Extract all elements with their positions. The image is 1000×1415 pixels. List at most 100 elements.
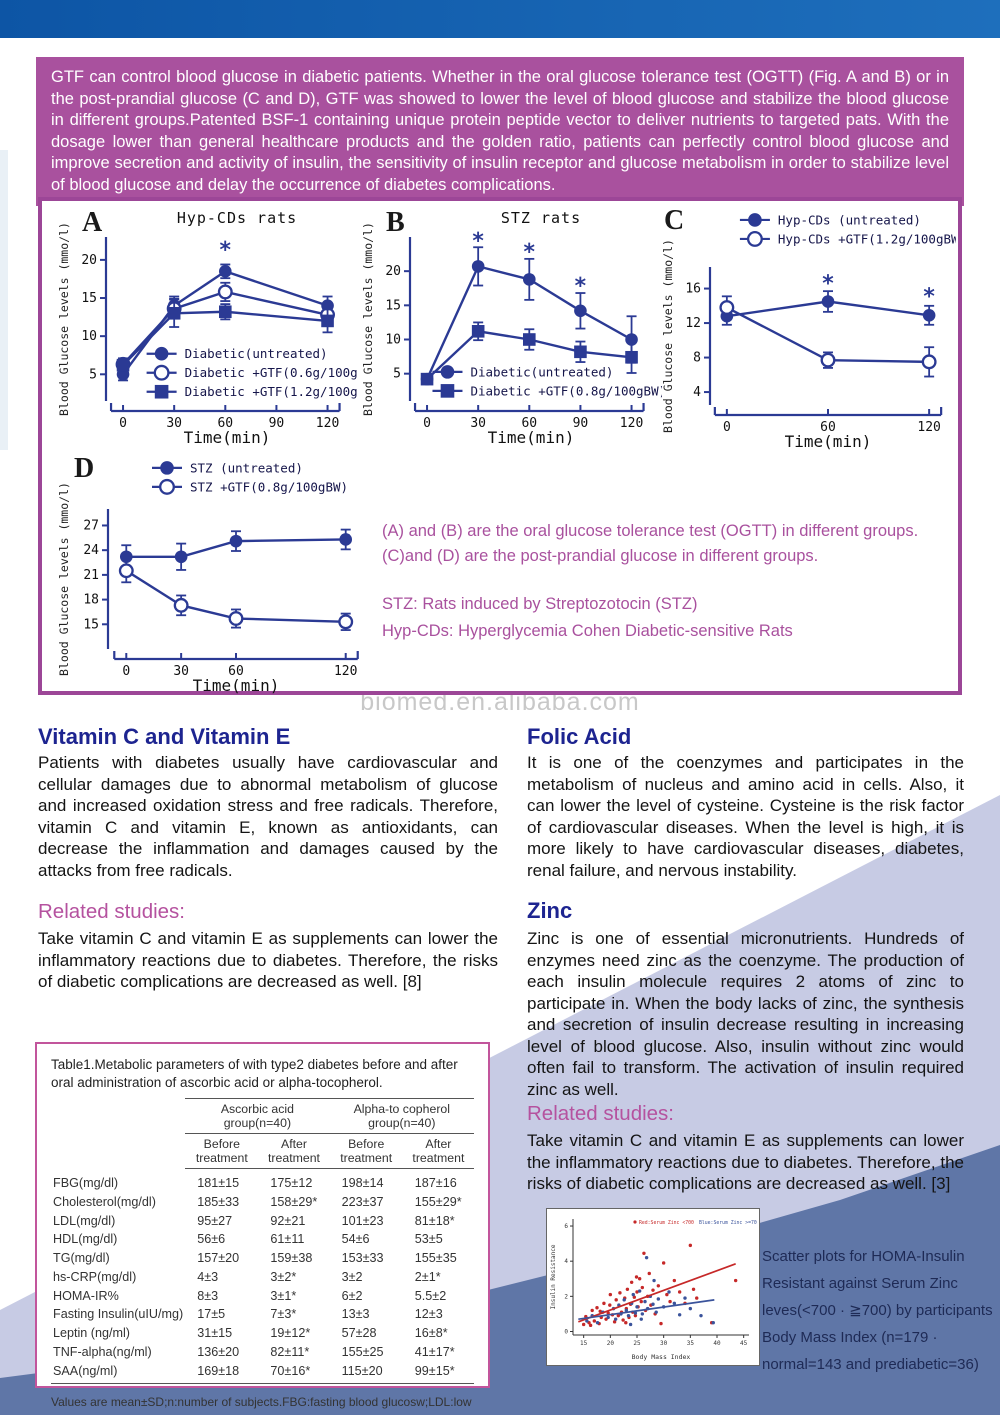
svg-text:10: 10 xyxy=(81,329,97,344)
svg-text:30: 30 xyxy=(173,664,189,679)
table-row: TG(mg/dl) 157±20 159±38 153±33 155±35 xyxy=(53,1251,457,1266)
svg-text:24: 24 xyxy=(83,543,99,558)
svg-text:20: 20 xyxy=(385,264,401,279)
table-row: Fasting Insulin(uIU/mg) 17±5 7±3* 13±3 12±3 xyxy=(53,1307,443,1322)
svg-text:60: 60 xyxy=(521,416,537,431)
line-chart-d-svg: D 15 18 21 24 27 Blood Glucose levels (mmo/l) 0… xyxy=(57,453,359,695)
sub-header-2: After treatment xyxy=(258,1133,330,1169)
svg-text:5: 5 xyxy=(89,367,97,382)
svg-text:0: 0 xyxy=(122,664,130,679)
svg-text:Diabetic(untreated): Diabetic(untreated) xyxy=(185,346,328,361)
table-row: HDL(mg/dl) 56±6 61±11 54±6 53±5 xyxy=(53,1232,443,1247)
table-row: Cholesterol(mg/dl) 185±33 158±29* 223±37 155… xyxy=(53,1194,462,1209)
svg-text:12: 12 xyxy=(685,316,701,331)
table-group-header-row: Ascorbic acid group(n=40) Alpha-to cophe… xyxy=(51,1098,474,1134)
sub-header-4: After treatment xyxy=(402,1133,474,1169)
svg-text:Hyp-CDs rats: Hyp-CDs rats xyxy=(177,209,297,227)
sub-header-3: Before treatment xyxy=(329,1133,403,1169)
table-footnote: Values are mean±SD;n:number of subjects.… xyxy=(51,1394,472,1415)
svg-text:6: 6 xyxy=(564,1223,568,1230)
svg-text:A: A xyxy=(82,207,103,238)
figure-note-line4: Hyp-CDs: Hyperglycemia Cohen Diabetic-se… xyxy=(382,622,793,640)
group-header-ascorbic: Ascorbic acid group(n=40) xyxy=(185,1098,330,1134)
svg-text:C: C xyxy=(664,205,684,236)
svg-text:Red:Serum Zinc <700: Red:Serum Zinc <700 xyxy=(639,1220,694,1226)
figure-note-line2: (C)and (D) are the post-prandial glucose… xyxy=(382,547,819,565)
intro-banner: GTF can control blood glucose in diabeti… xyxy=(36,57,964,206)
svg-text:Time(min): Time(min) xyxy=(785,432,872,451)
table-row: Leptin (ng/ml) 31±15 19±12* 57±28 16±8* xyxy=(53,1326,448,1341)
table-title: Table1.Metabolic parameters of with type… xyxy=(51,1057,458,1090)
table-row: SAA(ng/ml) 169±18 70±16* 115±20 99±15* xyxy=(51,1361,474,1384)
svg-text:30: 30 xyxy=(660,1340,668,1347)
sub-header-1: Before treatment xyxy=(185,1133,259,1169)
svg-text:90: 90 xyxy=(573,416,589,431)
chart-d: D 15 18 21 24 27 Blood Glucose levels (mmo/l) 0… xyxy=(56,451,376,700)
chart-c: C 4 8 12 16 Blood Glucose levels (mmo/l) 0 60 12… xyxy=(660,203,966,456)
folic-paragraph: It is one of the coenzymes and participa… xyxy=(527,753,964,880)
svg-text:4: 4 xyxy=(564,1258,568,1265)
figure-note-ogtt: (A) and (B) are the oral glucose toleran… xyxy=(382,519,952,569)
svg-text:*: * xyxy=(472,229,485,254)
svg-text:60: 60 xyxy=(217,416,233,431)
zinc-related-paragraph: Take vitamin C and vitamin E as suppleme… xyxy=(527,1131,964,1193)
svg-text:Body Mass Index: Body Mass Index xyxy=(632,1353,691,1361)
svg-text:15: 15 xyxy=(83,617,99,632)
svg-text:*: * xyxy=(574,274,587,299)
svg-text:0: 0 xyxy=(423,416,431,431)
vitamin-related-paragraph: Take vitamin C and vitamin E as suppleme… xyxy=(38,929,498,991)
svg-text:Blue:Serum Zinc >=700: Blue:Serum Zinc >=700 xyxy=(699,1220,757,1226)
svg-text:120: 120 xyxy=(917,420,940,435)
table-row: hs-CRP(mg/dl) 4±3 3±2* 3±2 2±1* xyxy=(53,1269,441,1284)
svg-text:40: 40 xyxy=(713,1340,721,1347)
svg-text:16: 16 xyxy=(685,282,701,297)
table-row: HOMA-IR% 8±3 3±1* 6±2 5.5±2 xyxy=(53,1288,447,1303)
svg-text:STZ +GTF(0.8g/100gBW): STZ +GTF(0.8g/100gBW) xyxy=(190,479,348,494)
svg-text:Diabetic(untreated): Diabetic(untreated) xyxy=(470,364,613,379)
table-row: LDL(mg/dl) 95±27 92±21 101±23 81±18* xyxy=(53,1213,455,1228)
svg-text:STZ rats: STZ rats xyxy=(501,209,581,227)
svg-text:D: D xyxy=(74,453,94,484)
svg-text:Blood Glucose levels (mmo/l): Blood Glucose levels (mmo/l) xyxy=(361,222,375,416)
line-chart-b-svg: B STZ rats 5 10 15 20 Blood Glucose levels (mm… xyxy=(361,207,666,447)
figure-note-abbr: STZ: Rats induced by Streptozotocin (STZ… xyxy=(382,591,952,645)
svg-text:10: 10 xyxy=(385,333,401,348)
scatter-plot-box: 0 2 4 6 15 20 25 30 35 40 45 Body Mass Index Insulin… xyxy=(546,1208,760,1366)
svg-text:B: B xyxy=(386,207,405,238)
svg-text:2: 2 xyxy=(564,1293,568,1300)
heading-zinc: Zinc xyxy=(527,898,573,923)
metabolic-table-box: Table1.Metabolic parameters of with type… xyxy=(35,1042,490,1415)
heading-vitamin-related: Related studies: xyxy=(38,900,186,923)
metabolic-table: Ascorbic acid group(n=40) Alpha-to cophe… xyxy=(51,1098,474,1384)
svg-text:21: 21 xyxy=(83,568,99,583)
svg-text:15: 15 xyxy=(385,298,401,313)
table-sub-header-row: Before treatment After treatment Before … xyxy=(51,1133,474,1169)
svg-text:20: 20 xyxy=(607,1340,615,1347)
svg-text:120: 120 xyxy=(316,416,339,431)
svg-text:8: 8 xyxy=(693,351,701,366)
svg-text:18: 18 xyxy=(83,593,99,608)
svg-text:Blood Glucose levels (mmo/l): Blood Glucose levels (mmo/l) xyxy=(57,222,71,416)
svg-text:Diabetic +GTF(0.6g/100gBW): Diabetic +GTF(0.6g/100gBW) xyxy=(185,365,358,380)
svg-text:120: 120 xyxy=(620,416,643,431)
svg-text:90: 90 xyxy=(269,416,285,431)
heading-vitamin: Vitamin C and Vitamin E xyxy=(38,724,291,749)
heading-folic-acid: Folic Acid xyxy=(527,724,632,749)
svg-text:45: 45 xyxy=(740,1340,748,1347)
svg-text:15: 15 xyxy=(81,291,97,306)
group-header-alpha: Alpha-to copherol group(n=40) xyxy=(329,1098,474,1134)
svg-text:Hyp-CDs (untreated): Hyp-CDs (untreated) xyxy=(778,212,921,227)
svg-text:Time(min): Time(min) xyxy=(184,428,271,447)
svg-text:Hyp-CDs +GTF(1.2g/100gBW): Hyp-CDs +GTF(1.2g/100gBW) xyxy=(778,231,956,246)
scatter-chart-svg: 0 2 4 6 15 20 25 30 35 40 45 Body Mass Index Insulin… xyxy=(550,1219,760,1361)
chart-a: A Hyp-CDs rats 5 10 15 20 Blood Glucose levels… xyxy=(56,205,380,452)
intro-banner-text: GTF can control blood glucose in diabeti… xyxy=(51,68,949,194)
heading-zinc-related: Related studies: xyxy=(527,1102,675,1125)
svg-text:Time(min): Time(min) xyxy=(193,676,280,695)
figure-note-line3: STZ: Rats induced by Streptozotocin (STZ… xyxy=(382,595,698,613)
svg-text:120: 120 xyxy=(334,664,357,679)
svg-text:27: 27 xyxy=(83,518,99,533)
svg-text:0: 0 xyxy=(119,416,127,431)
svg-text:30: 30 xyxy=(166,416,182,431)
